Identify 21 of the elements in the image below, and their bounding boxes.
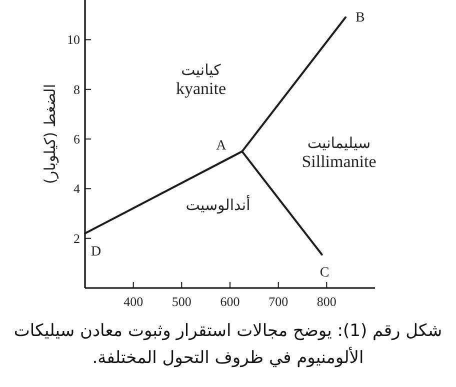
- annotation: كيانيت: [181, 61, 221, 79]
- annotation: D: [91, 244, 102, 260]
- annotation: أندالوسيت: [186, 196, 250, 214]
- annotation: C: [320, 265, 330, 280]
- x-tick-label: 600: [220, 294, 240, 309]
- x-tick-label: 800: [316, 294, 336, 309]
- x-tick-label: 400: [124, 294, 144, 309]
- y-axis-title: الضغط (كيلوبار): [41, 84, 59, 184]
- annotation: سيليمانيت: [307, 134, 371, 152]
- annotation: Sillimanite: [302, 152, 376, 171]
- annotation: B: [356, 10, 365, 26]
- annotation: شكل رقم (1): يوضح مجالات استقرار وثبوت معادن سيليكات الألومنيوم في ظروف التحول المختلفة.: [12, 320, 444, 370]
- x-tick-label: 700: [268, 294, 288, 309]
- annotation: A: [216, 138, 226, 154]
- annotation: kyanite: [176, 79, 226, 98]
- y-tick-label: 2: [74, 230, 80, 246]
- y-tick-label: 8: [74, 82, 80, 97]
- x-tick-label: 500: [172, 294, 192, 309]
- y-tick-label: 4: [74, 181, 80, 196]
- y-tick-label: 6: [74, 132, 80, 147]
- y-tick-label: 10: [67, 32, 80, 48]
